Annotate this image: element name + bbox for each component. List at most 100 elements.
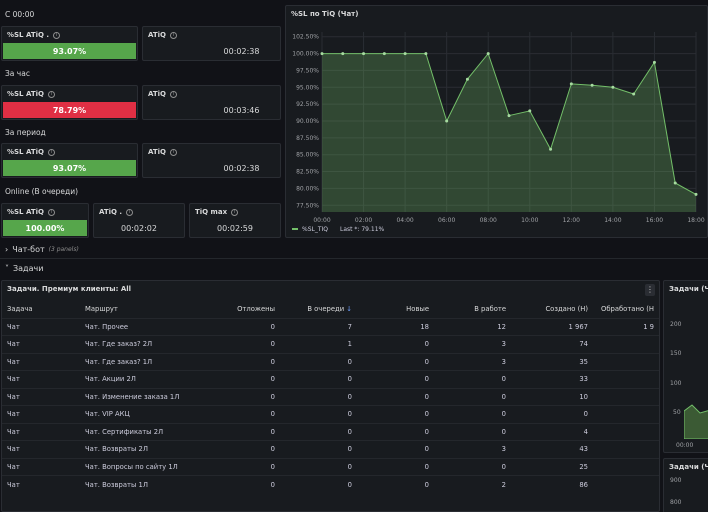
data-point [362, 52, 366, 56]
table-row[interactable]: Чат Чат. Акции 2Л 0 0 0 0 33 [2, 370, 659, 388]
info-icon[interactable]: i [170, 90, 177, 98]
row-tasks[interactable]: ˅ Задачи [0, 262, 708, 274]
side-chart-panel-bottom[interactable]: Задачи (Ча 900 800 [663, 458, 708, 512]
table-cell: Чат [2, 387, 80, 406]
info-icon[interactable]: i [231, 208, 239, 216]
sl-chart-panel[interactable]: %SL по TiQ (Чат) 102.50% 100.00% 97.50% 95.… [285, 5, 708, 238]
stat-value: 00:02:59 [217, 224, 253, 233]
stat-value: 00:02:38 [223, 164, 260, 173]
kebab-icon[interactable]: ⋮ [645, 284, 655, 296]
stat-value: 00:03:46 [223, 106, 260, 115]
info-icon[interactable]: i [126, 208, 134, 216]
x-tick-label: 12:00 [563, 217, 580, 224]
section-since: С 00:00 [5, 10, 35, 19]
table-cell: Чат. Вопросы по сайту 1Л [80, 457, 200, 476]
col-header-sorted[interactable]: В очереди ↓ [280, 301, 357, 318]
info-icon[interactable]: i [47, 148, 55, 156]
row-chatbot[interactable]: › Чат-бот (3 panels) [0, 243, 708, 255]
sort-desc-icon: ↓ [346, 305, 352, 314]
table-row[interactable]: Чат Чат. Где заказ? 2Л 0 1 0 3 74 [2, 335, 659, 353]
stat-online-tiq[interactable]: TiQ max i 00:02:59 [189, 203, 281, 238]
table-cell: 0 [280, 387, 357, 406]
table-cell: 86 [511, 475, 593, 493]
table-row[interactable]: Чат Чат. Прочее 0 7 18 12 1 967 1 9 [2, 317, 659, 336]
x-tick-label: 14:00 [604, 217, 621, 224]
table-cell: 0 [200, 317, 280, 336]
table-cell: 0 [280, 370, 357, 388]
info-icon[interactable]: i [53, 31, 61, 39]
table-cell: 0 [280, 440, 357, 458]
col-header[interactable]: Новые [406, 305, 429, 314]
table-cell: 1 [280, 335, 357, 353]
tasks-table-panel[interactable]: Задачи. Премиум клиенты: All ⋮ Задача Ма… [1, 280, 660, 512]
table-row[interactable]: Чат Чат. Изменение заказа 1Л 0 0 0 0 10 [2, 387, 659, 406]
data-point [424, 52, 428, 56]
y-tick: 200 [670, 321, 682, 328]
stat-hour-atiq[interactable]: ATiQ i 00:03:46 [142, 85, 281, 120]
data-point [382, 52, 386, 56]
table-cell: 74 [511, 335, 593, 353]
col-header[interactable]: Маршрут [85, 305, 118, 314]
x-tick-label: 06:00 [438, 217, 455, 224]
table-cell: Чат [2, 317, 80, 336]
side-chart-panel-top[interactable]: Задачи (Чат 200 150 100 50 00:00 [663, 280, 708, 453]
data-point [590, 83, 594, 87]
table-row[interactable]: Чат Чат. Вопросы по сайту 1Л 0 0 0 0 25 [2, 457, 659, 476]
col-header[interactable]: Отложены [237, 305, 275, 314]
col-header[interactable]: Задача [7, 305, 33, 314]
table-cell: 0 [280, 422, 357, 441]
table-cell: Чат. Прочее [80, 317, 200, 336]
stat-since-sl[interactable]: %SL ATiQ .i 93.07% [1, 26, 138, 61]
table-cell: Чат [2, 335, 80, 353]
table-cell: 0 [280, 352, 357, 371]
table-cell: Чат [2, 370, 80, 388]
info-icon[interactable]: i [47, 208, 55, 216]
table-cell: 3 [434, 352, 511, 371]
col-header[interactable]: Создано (Н) [545, 305, 588, 314]
table-cell: Чат [2, 352, 80, 371]
table-cell: Чат [2, 440, 80, 458]
stat-value: 78.79% [3, 102, 136, 118]
table-cell: 3 [434, 335, 511, 353]
x-tick-label: 02:00 [355, 217, 372, 224]
stat-title: ATiQ [148, 148, 166, 156]
table-cell: 4 [511, 422, 593, 441]
stat-online-atiq[interactable]: ATiQ .i 00:02:02 [93, 203, 185, 238]
stat-period-sl[interactable]: %SL ATiQ i 93.07% [1, 143, 138, 178]
table-row[interactable]: Чат Чат. Возвраты 1Л 0 0 0 2 86 [2, 475, 659, 493]
data-point [611, 85, 615, 89]
table-cell: Чат. Изменение заказа 1Л [80, 387, 200, 406]
table-row[interactable]: Чат Чат. Возвраты 2Л 0 0 0 3 43 [2, 440, 659, 458]
table-cell: 2 [434, 475, 511, 493]
info-icon[interactable]: i [170, 148, 177, 156]
col-header[interactable]: Обработано (Н [600, 305, 654, 314]
stat-period-atiq[interactable]: ATiQ i 00:02:38 [142, 143, 281, 178]
stat-value: 00:02:02 [121, 224, 157, 233]
info-icon[interactable]: i [47, 90, 55, 98]
table-cell: 0 [434, 370, 511, 388]
y-tick-label: 77.50% [296, 202, 319, 209]
table-cell: 0 [434, 387, 511, 406]
stat-online-sl[interactable]: %SL ATiQ i 100.00% [1, 203, 89, 238]
stat-title: ATiQ [148, 31, 166, 39]
x-tick-label: 10:00 [521, 217, 538, 224]
col-header[interactable]: В работе [474, 305, 506, 314]
table-cell: 0 [357, 457, 434, 476]
table-cell: 0 [357, 370, 434, 388]
section-online: Online (В очереди) [5, 187, 79, 196]
table-row[interactable]: Чат Чат. VIP АКЦ 0 0 0 0 0 [2, 405, 659, 423]
stat-since-atiq[interactable]: ATiQ i 00:02:38 [142, 26, 281, 61]
table-row[interactable]: Чат Чат. Сертификаты 2Л 0 0 0 0 4 [2, 422, 659, 441]
legend-last: Last *: 79.11% [340, 226, 385, 233]
stat-hour-sl[interactable]: %SL ATiQ i 78.79% [1, 85, 138, 120]
info-icon[interactable]: i [170, 31, 177, 39]
row-chatbot-count: (3 panels) [48, 245, 79, 253]
section-hour: За час [5, 69, 30, 78]
side-bottom-title: Задачи (Ча [669, 463, 708, 471]
table-row[interactable]: Чат Чат. Где заказ? 1Л 0 0 0 3 35 [2, 352, 659, 371]
table-cell: Чат. Возвраты 2Л [80, 440, 200, 458]
tasks-table: Задача Маршрут Отложены В очереди ↓ Новы… [2, 301, 659, 493]
table-cell: 0 [200, 475, 280, 493]
table-cell: 7 [280, 317, 357, 336]
table-cell: Чат [2, 475, 80, 493]
